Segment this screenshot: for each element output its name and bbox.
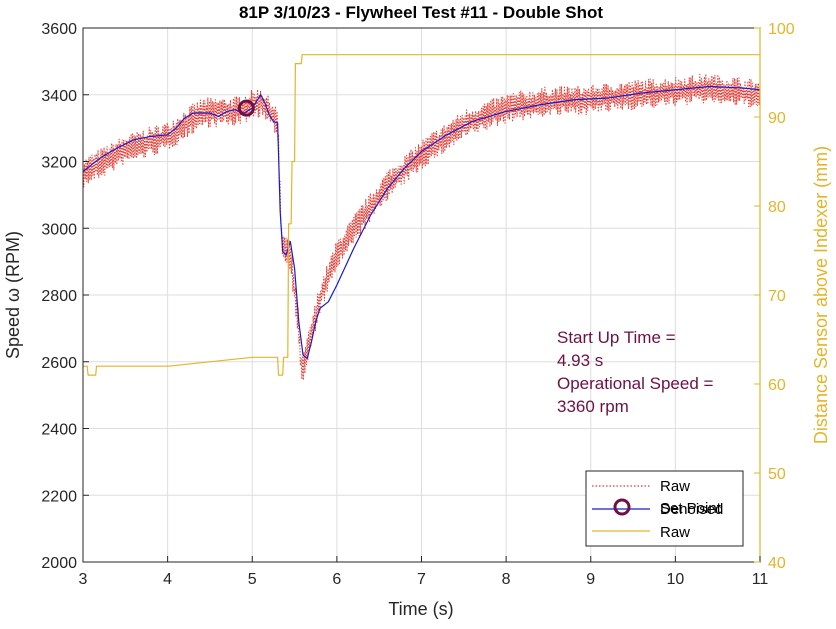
legend: Raw Denoised Set Point Raw bbox=[585, 470, 744, 547]
x-tick-label: 9 bbox=[586, 571, 595, 588]
legend-label-set-point: Set Point bbox=[660, 500, 722, 517]
annotation-line-4: 3360 rpm bbox=[557, 397, 629, 416]
legend-label-denoised: Denoised bbox=[660, 501, 723, 518]
y-tick-label-left: 2000 bbox=[41, 555, 77, 572]
y-tick-label-right: 100 bbox=[768, 21, 795, 38]
y-tick-label-left: 3400 bbox=[41, 88, 77, 105]
annotation-line-3: Operational Speed = bbox=[557, 374, 713, 393]
x-tick-label: 11 bbox=[752, 571, 769, 588]
axis-ticks: 3 4 5 6 7 8 9 10 11 2000 2200 2400 2600 2800 3000 3200 3… bbox=[41, 21, 794, 588]
series-line-distance-raw bbox=[83, 54, 760, 376]
y-tick-label-right: 70 bbox=[768, 288, 786, 305]
legend-label-raw-distance: Raw bbox=[660, 524, 690, 541]
series-layer bbox=[82, 54, 761, 381]
y-tick-label-right: 90 bbox=[768, 110, 786, 127]
y-tick-label-right: 60 bbox=[768, 377, 786, 394]
x-tick-label: 4 bbox=[163, 571, 172, 588]
y-tick-label-left: 2600 bbox=[41, 355, 77, 372]
annotation-line-2: 4.93 s bbox=[557, 351, 603, 370]
x-tick-label: 3 bbox=[79, 571, 88, 588]
y-axis-label-left: Speed ω (RPM) bbox=[3, 231, 23, 359]
x-tick-label: 7 bbox=[417, 571, 426, 588]
y-tick-label-left: 2400 bbox=[41, 422, 77, 439]
annotation-block: Start Up Time = 4.93 s Operational Speed… bbox=[557, 328, 713, 416]
x-axis-label: Time (s) bbox=[388, 599, 453, 619]
series-line-speed-raw bbox=[82, 73, 761, 381]
series-line-speed-denoised bbox=[82, 85, 761, 360]
y-tick-label-left: 3200 bbox=[41, 155, 77, 172]
y-tick-label-right: 80 bbox=[768, 199, 786, 216]
legend-swatch-set-point bbox=[613, 498, 631, 516]
chart-title: 81P 3/10/23 - Flywheel Test #11 - Double… bbox=[239, 3, 603, 22]
x-tick-label: 6 bbox=[332, 571, 341, 588]
y-tick-label-left: 2200 bbox=[41, 488, 77, 505]
y-tick-label-left: 3000 bbox=[41, 221, 77, 238]
y-axis-label-right: Distance Sensor above Indexer (mm) bbox=[811, 146, 831, 444]
x-tick-label: 5 bbox=[248, 571, 257, 588]
y-tick-label-left: 3600 bbox=[41, 21, 77, 38]
y-tick-label-right: 40 bbox=[768, 555, 786, 572]
annotation-line-1: Start Up Time = bbox=[557, 328, 676, 347]
legend-label-raw-speed: Raw bbox=[660, 478, 690, 495]
x-tick-label: 8 bbox=[502, 571, 511, 588]
x-tick-label: 10 bbox=[666, 571, 684, 588]
y-tick-label-right: 50 bbox=[768, 466, 786, 483]
y-tick-label-left: 2800 bbox=[41, 288, 77, 305]
set-point-marker bbox=[237, 99, 255, 117]
